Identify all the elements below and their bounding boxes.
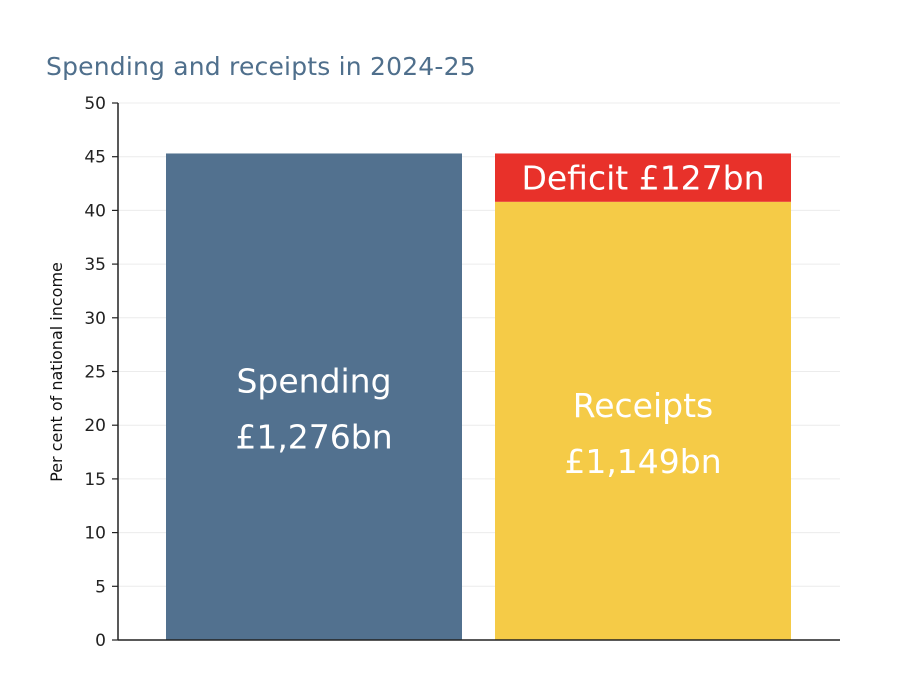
axes: 0 5 10 15 20 25 30 35 40 45 50 — [84, 94, 840, 651]
bar-name-label: Spending — [236, 362, 391, 401]
bar-deficit-segment — [495, 153, 791, 202]
bar-name-label: Receipts — [573, 386, 713, 425]
bar-receipts — [495, 201, 791, 641]
y-tick-label: 50 — [84, 94, 106, 114]
y-tick-label: 45 — [84, 148, 106, 168]
chart-title: Spending and receipts in 2024-25 — [46, 52, 476, 81]
y-tick-label: 30 — [84, 309, 106, 329]
y-tick-label: 5 — [95, 577, 106, 597]
y-axis-title: Per cent of national income — [47, 262, 66, 482]
bars: Spending £1,276bn Receipts £1,149bn Deficit … — [166, 153, 791, 641]
bar-amount-label: £1,149bn — [564, 442, 721, 481]
y-tick-label: 20 — [84, 416, 106, 436]
y-tick-label: 10 — [84, 524, 106, 544]
bar-amount-label: £1,276bn — [235, 418, 392, 457]
y-tick-label: 40 — [84, 201, 106, 221]
y-tick-label: 15 — [84, 470, 106, 490]
y-tick-label: 25 — [84, 363, 106, 383]
y-tick-label: 0 — [95, 631, 106, 651]
y-tick-label: 35 — [84, 255, 106, 275]
deficit-label: Deficit £127bn — [521, 159, 764, 198]
bar-spending — [166, 153, 462, 640]
